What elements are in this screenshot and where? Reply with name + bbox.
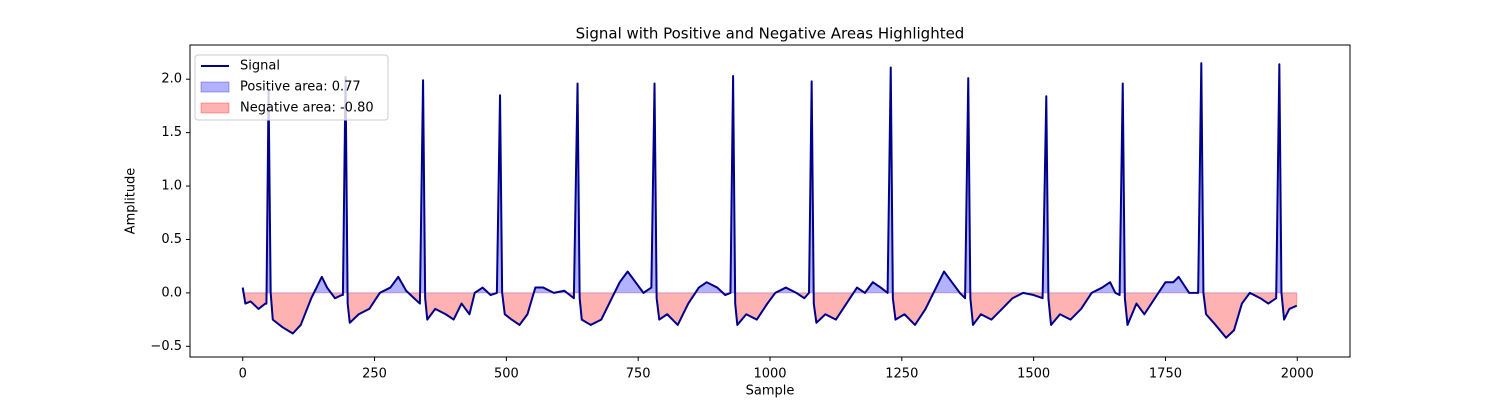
y-tick-label: 2.0: [161, 72, 182, 87]
x-tick-label: 250: [362, 367, 387, 382]
area-negative: [242, 292, 1298, 339]
x-tick-label: 500: [494, 367, 519, 382]
chart-title: Signal with Positive and Negative Areas …: [576, 25, 965, 43]
x-tick-label: 1750: [1149, 367, 1182, 382]
y-tick-label: 0.0: [161, 285, 182, 300]
y-tick-label: −0.5: [150, 339, 182, 354]
legend-label: Signal: [240, 59, 280, 74]
signal-line: [241, 62, 1298, 339]
legend-label: Positive area: 0.77: [240, 80, 361, 95]
y-axis-label: Amplitude: [124, 168, 139, 235]
y-tick-label: 1.0: [161, 179, 182, 194]
legend-swatch: [200, 102, 230, 114]
plot-frame: [189, 44, 1351, 358]
x-axis-label: Sample: [746, 384, 795, 399]
legend-label: Negative area: -0.80: [240, 101, 374, 116]
y-tick-label: 1.5: [161, 125, 182, 140]
y-tick-label: 0.5: [161, 232, 182, 247]
legend-swatch: [200, 81, 230, 93]
x-tick-label: 2000: [1281, 367, 1314, 382]
x-tick-label: 1000: [753, 367, 786, 382]
legend-box: [194, 54, 389, 121]
x-tick-label: 0: [239, 367, 247, 382]
x-tick-label: 1250: [885, 367, 918, 382]
x-tick-label: 1500: [1017, 367, 1050, 382]
x-tick-label: 750: [626, 367, 651, 382]
